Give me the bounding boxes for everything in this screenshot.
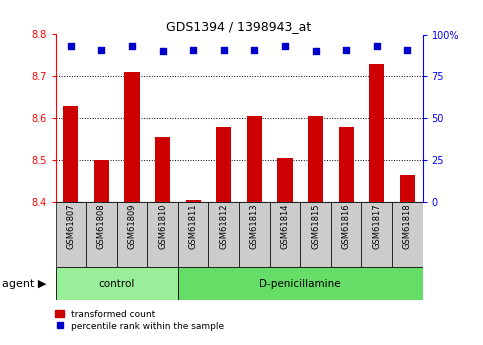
- Point: [251, 47, 258, 52]
- Bar: [361, 202, 392, 267]
- Point: [281, 43, 289, 49]
- Bar: [94, 160, 109, 202]
- Bar: [339, 127, 354, 202]
- Text: GSM61817: GSM61817: [372, 204, 381, 249]
- Bar: [56, 267, 178, 300]
- Bar: [369, 64, 384, 202]
- Bar: [400, 175, 415, 202]
- Text: GSM61818: GSM61818: [403, 204, 412, 249]
- Bar: [270, 202, 300, 267]
- Text: agent ▶: agent ▶: [2, 279, 47, 289]
- Text: GSM61807: GSM61807: [66, 204, 75, 249]
- Point: [312, 49, 319, 54]
- Bar: [86, 202, 117, 267]
- Text: GSM61809: GSM61809: [128, 204, 137, 249]
- Bar: [209, 202, 239, 267]
- Bar: [331, 202, 361, 267]
- Text: GSM61808: GSM61808: [97, 204, 106, 249]
- Title: GDS1394 / 1398943_at: GDS1394 / 1398943_at: [167, 20, 312, 33]
- Bar: [247, 116, 262, 202]
- Point: [98, 47, 105, 52]
- Bar: [178, 267, 423, 300]
- Text: GSM61813: GSM61813: [250, 204, 259, 249]
- Bar: [147, 202, 178, 267]
- Bar: [300, 202, 331, 267]
- Text: GSM61815: GSM61815: [311, 204, 320, 249]
- Bar: [117, 202, 147, 267]
- Point: [373, 43, 381, 49]
- Bar: [392, 202, 423, 267]
- Bar: [277, 158, 293, 202]
- Point: [220, 47, 227, 52]
- Text: GSM61814: GSM61814: [281, 204, 289, 249]
- Text: GSM61816: GSM61816: [341, 204, 351, 249]
- Text: D-penicillamine: D-penicillamine: [259, 279, 341, 289]
- Bar: [239, 202, 270, 267]
- Point: [342, 47, 350, 52]
- Point: [67, 43, 75, 49]
- Bar: [308, 116, 323, 202]
- Bar: [216, 127, 231, 202]
- Bar: [63, 106, 78, 202]
- Point: [128, 43, 136, 49]
- Text: GSM61810: GSM61810: [158, 204, 167, 249]
- Bar: [56, 202, 86, 267]
- Point: [403, 47, 411, 52]
- Bar: [155, 137, 170, 202]
- Bar: [185, 200, 201, 202]
- Point: [189, 47, 197, 52]
- Point: [159, 49, 167, 54]
- Text: GSM61811: GSM61811: [189, 204, 198, 249]
- Legend: transformed count, percentile rank within the sample: transformed count, percentile rank withi…: [55, 310, 225, 331]
- Bar: [125, 72, 140, 202]
- Text: GSM61812: GSM61812: [219, 204, 228, 249]
- Bar: [178, 202, 209, 267]
- Text: control: control: [99, 279, 135, 289]
